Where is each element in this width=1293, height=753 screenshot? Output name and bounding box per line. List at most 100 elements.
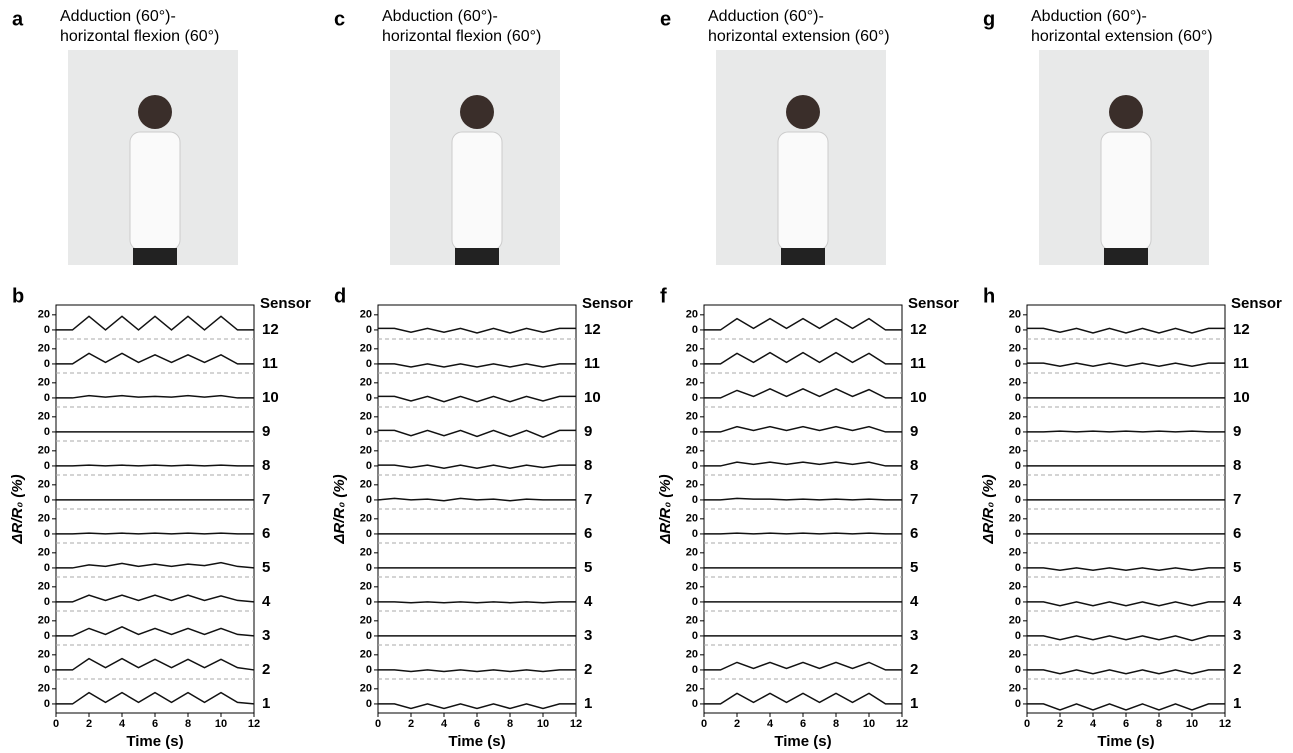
sensor-label: 5 bbox=[262, 559, 270, 576]
y-tick-label: 20 bbox=[1009, 377, 1021, 389]
x-tick-label: 2 bbox=[734, 718, 740, 730]
sensor-trace bbox=[56, 561, 255, 569]
y-tick-label: 0 bbox=[44, 460, 50, 472]
sensor-label: 5 bbox=[1233, 559, 1241, 576]
x-axis-label: Time (s) bbox=[774, 733, 831, 750]
photo-title: horizontal extension (60°) bbox=[708, 28, 890, 45]
sensor-trace bbox=[704, 461, 902, 467]
y-tick-label: 20 bbox=[1009, 513, 1021, 525]
sensor-label: 12 bbox=[262, 321, 279, 338]
sensor-label: 9 bbox=[262, 423, 270, 440]
x-tick-label: 0 bbox=[701, 718, 707, 730]
sensor-label: 3 bbox=[262, 627, 270, 644]
sensor-trace bbox=[1027, 327, 1225, 334]
photo-legs bbox=[455, 248, 499, 265]
y-tick-label: 0 bbox=[366, 664, 372, 676]
y-tick-label: 20 bbox=[1009, 581, 1021, 593]
x-tick-label: 2 bbox=[1057, 718, 1063, 730]
y-tick-label: 0 bbox=[366, 392, 372, 404]
sensor-label: 8 bbox=[262, 457, 270, 474]
x-tick-label: 4 bbox=[119, 718, 126, 730]
y-tick-label: 20 bbox=[1009, 547, 1021, 559]
y-tick-label: 0 bbox=[366, 494, 372, 506]
photo-body bbox=[451, 131, 503, 251]
y-tick-label: 0 bbox=[692, 596, 698, 608]
x-axis-label: Time (s) bbox=[126, 733, 183, 750]
y-tick-label: 20 bbox=[686, 615, 698, 627]
y-tick-label: 20 bbox=[360, 581, 372, 593]
y-tick-label: 0 bbox=[44, 664, 50, 676]
sensor-trace bbox=[378, 669, 576, 673]
x-tick-label: 8 bbox=[185, 718, 191, 730]
y-tick-label: 0 bbox=[692, 698, 698, 710]
y-tick-label: 20 bbox=[686, 513, 698, 525]
sensor-trace bbox=[704, 532, 902, 535]
y-tick-label: 20 bbox=[38, 445, 50, 457]
y-tick-label: 0 bbox=[366, 460, 372, 472]
y-tick-label: 20 bbox=[686, 547, 698, 559]
photo-title: Abduction (60°)- bbox=[382, 8, 498, 25]
sensor-label: 4 bbox=[262, 593, 271, 610]
sensor-trace bbox=[704, 351, 902, 365]
y-tick-label: 20 bbox=[38, 547, 50, 559]
photo-title: Abduction (60°)- bbox=[1031, 8, 1147, 25]
sensor-label: 8 bbox=[1233, 457, 1241, 474]
x-tick-label: 12 bbox=[570, 718, 582, 730]
y-tick-label: 20 bbox=[686, 411, 698, 423]
sensor-trace bbox=[378, 601, 576, 604]
sensor-label: 7 bbox=[262, 491, 270, 508]
x-tick-label: 8 bbox=[1156, 718, 1162, 730]
y-tick-label: 20 bbox=[360, 683, 372, 695]
y-tick-label: 0 bbox=[1015, 630, 1021, 642]
photo-body bbox=[129, 131, 181, 251]
y-tick-label: 0 bbox=[44, 698, 50, 710]
sensor-label: 4 bbox=[910, 593, 919, 610]
sensor-trace bbox=[1027, 430, 1225, 433]
panel-letter: b bbox=[12, 285, 24, 307]
sensor-label: 11 bbox=[584, 355, 600, 372]
photo-title: Adduction (60°)- bbox=[708, 8, 824, 25]
sensor-trace bbox=[378, 363, 576, 368]
sensor-trace bbox=[56, 594, 255, 603]
sensor-trace bbox=[56, 394, 254, 399]
y-tick-label: 0 bbox=[44, 494, 50, 506]
y-tick-label: 0 bbox=[44, 358, 50, 370]
x-tick-label: 0 bbox=[1024, 718, 1030, 730]
y-tick-label: 0 bbox=[366, 630, 372, 642]
x-tick-label: 10 bbox=[537, 718, 549, 730]
y-tick-label: 0 bbox=[1015, 698, 1021, 710]
y-tick-label: 0 bbox=[692, 494, 698, 506]
photo-legs bbox=[781, 248, 825, 265]
x-tick-label: 6 bbox=[474, 718, 480, 730]
x-tick-label: 6 bbox=[800, 718, 806, 730]
y-tick-label: 0 bbox=[366, 358, 372, 370]
y-tick-label: 0 bbox=[1015, 358, 1021, 370]
y-tick-label: 0 bbox=[1015, 664, 1021, 676]
x-tick-label: 6 bbox=[152, 718, 158, 730]
y-tick-label: 0 bbox=[1015, 426, 1021, 438]
legend-title: Sensor bbox=[1231, 295, 1282, 312]
sensor-trace bbox=[704, 497, 902, 501]
y-tick-label: 0 bbox=[44, 392, 50, 404]
sensor-trace bbox=[56, 626, 255, 637]
y-tick-label: 20 bbox=[686, 683, 698, 695]
y-tick-label: 20 bbox=[360, 615, 372, 627]
x-tick-label: 2 bbox=[408, 718, 414, 730]
sensor-label: 8 bbox=[910, 457, 918, 474]
y-tick-label: 0 bbox=[692, 324, 698, 336]
sensor-label: 2 bbox=[584, 661, 592, 678]
y-tick-label: 20 bbox=[38, 377, 50, 389]
y-tick-label: 0 bbox=[366, 698, 372, 710]
panel-letter: a bbox=[12, 8, 24, 30]
x-tick-label: 12 bbox=[896, 718, 908, 730]
y-tick-label: 20 bbox=[360, 547, 372, 559]
x-tick-label: 8 bbox=[507, 718, 513, 730]
y-tick-label: 0 bbox=[44, 426, 50, 438]
sensor-trace bbox=[378, 429, 576, 439]
legend-title: Sensor bbox=[582, 295, 633, 312]
photo-legs bbox=[1104, 248, 1148, 265]
sensor-label: 11 bbox=[1233, 355, 1249, 372]
sensor-label: 5 bbox=[910, 559, 918, 576]
sensor-trace bbox=[704, 388, 902, 399]
y-tick-label: 20 bbox=[1009, 615, 1021, 627]
